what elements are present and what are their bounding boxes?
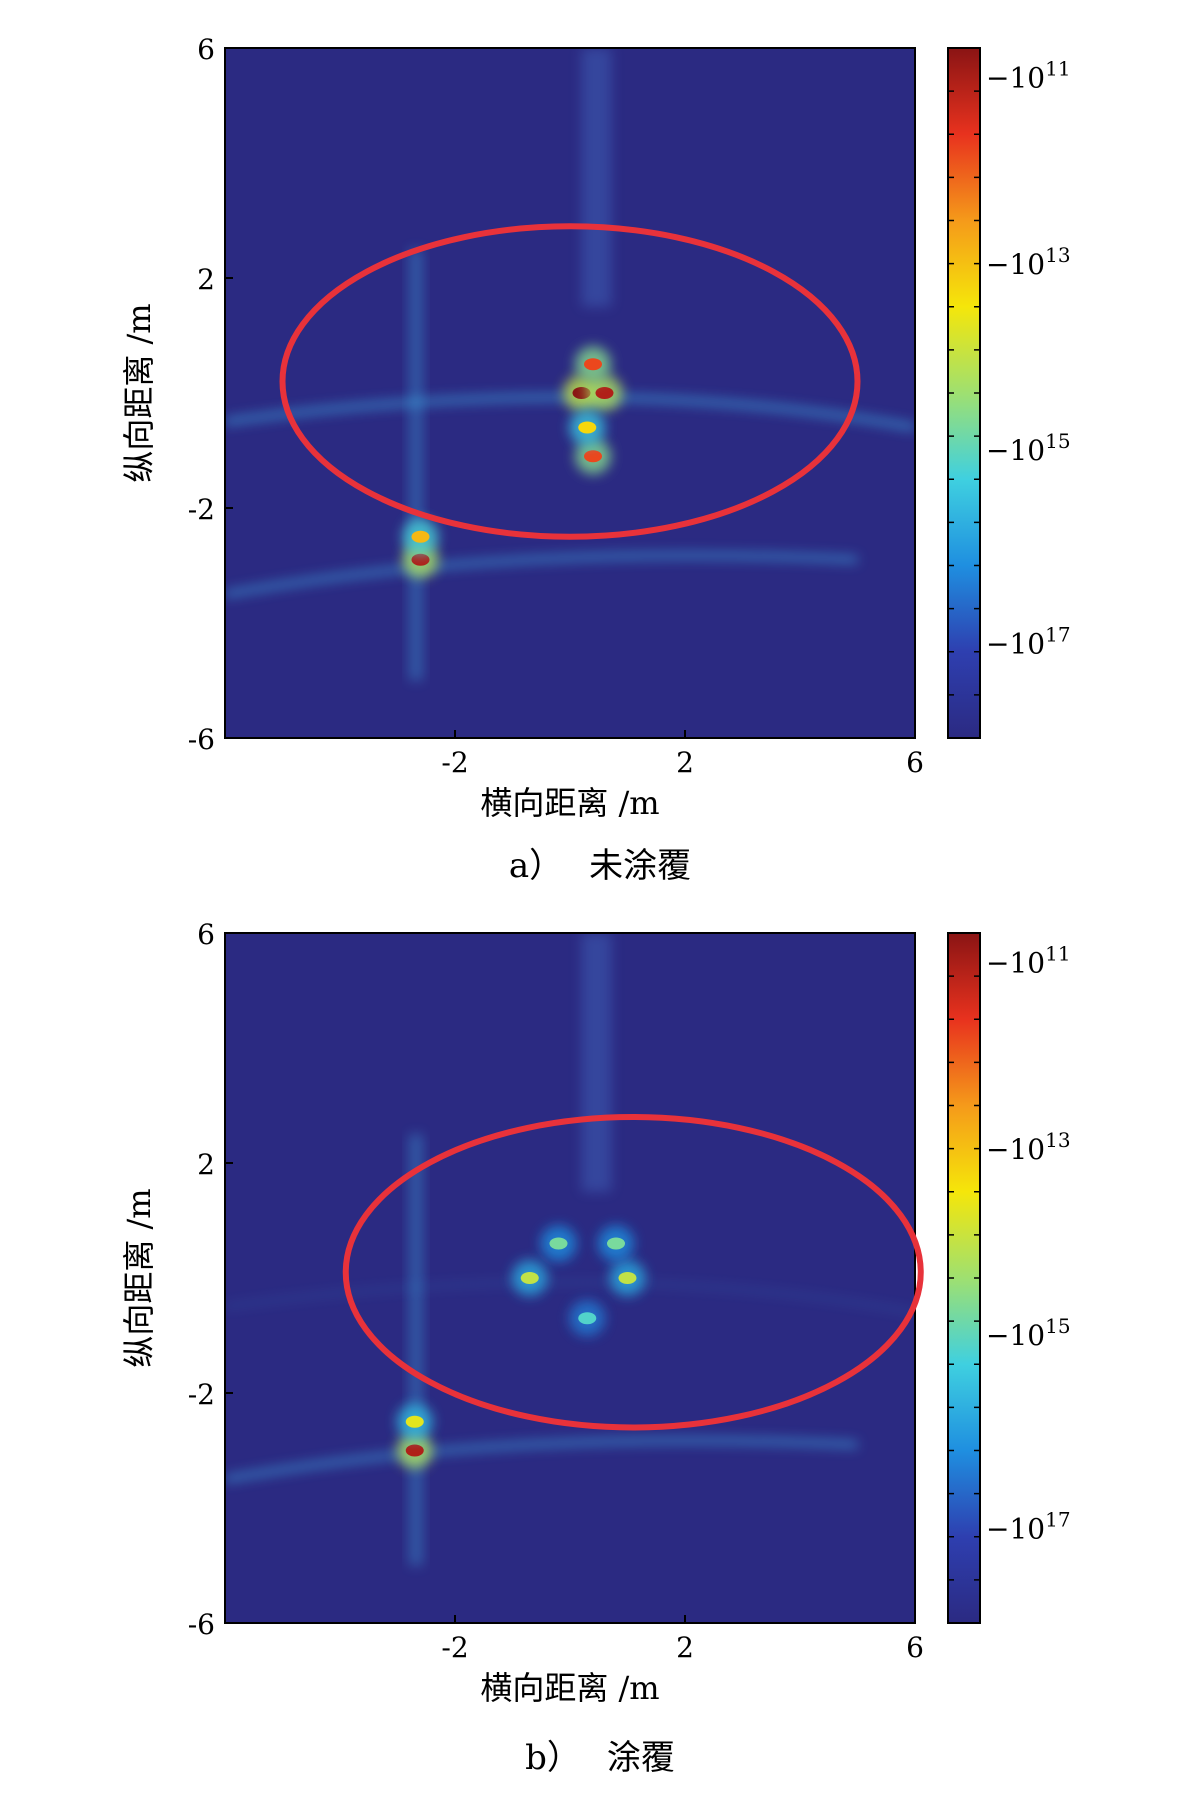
chart-panel-b: -6 -2 2 6 -2 2 6 横向距离 /m 纵向距离 /m −1011 −1013 −1015 −…: [0, 885, 1200, 1800]
colorbar-label: −1015: [986, 1314, 1071, 1352]
y-tick-label: 6: [197, 33, 215, 66]
vertical-streak-center: [581, 48, 612, 307]
hotspot-6: [411, 530, 430, 543]
y-tick-label: -2: [188, 1378, 215, 1411]
panel-label-b: b）: [525, 1738, 581, 1778]
hotspot-1: [618, 1272, 637, 1284]
hotspot-4: [578, 1312, 597, 1325]
colorbar-label: −1017: [986, 622, 1071, 660]
hotspot-1: [595, 387, 614, 399]
y-tick-label: 6: [197, 918, 215, 951]
x-axis-label: 横向距离 /m: [480, 1669, 659, 1707]
y-tick-label: -2: [188, 493, 215, 526]
panel-title-a: 未涂覆: [589, 846, 692, 886]
hotspot-5: [411, 553, 430, 566]
x-tick-label: -2: [441, 1631, 468, 1664]
highlight-ellipse: [279, 223, 861, 540]
colorbar-label: −1011: [986, 942, 1071, 980]
arc-streak-lower: [225, 1436, 858, 1483]
colorbar-label: −1017: [986, 1507, 1071, 1545]
hotspot-4: [578, 421, 597, 434]
highlight-ellipse: [342, 1114, 924, 1431]
plot-frame: [224, 47, 916, 739]
hotspot-2: [584, 358, 602, 371]
heatmap-field: [225, 48, 915, 681]
y-tick-label: 2: [197, 1148, 215, 1181]
colorbar-label: −1011: [986, 57, 1071, 95]
hotspot-6: [405, 1415, 424, 1428]
caption-b: b） 涂覆: [0, 1730, 1200, 1779]
colorbar-label: −1013: [986, 243, 1071, 281]
heatmap-chart-b: -6 -2 2 6 -2 2 6 横向距离 /m 纵向距离 /m −1011 −1013 −1015 −…: [120, 918, 1071, 1707]
y-tick-label: 2: [197, 263, 215, 296]
y-axis-label: 纵向距离 /m: [120, 303, 158, 482]
panel-label-a: a）: [508, 846, 564, 886]
hotspot-0: [520, 1272, 539, 1284]
hotspot-3: [584, 450, 602, 463]
chart-panel-a: -6 -2 2 6 -2 2 6 横向距离 /m 纵向距离 /m −1011 −1013 −1015 −…: [0, 33, 1200, 887]
x-axis-label: 横向距离 /m: [480, 784, 659, 820]
y-tick-label: -6: [188, 723, 215, 756]
hotspot-2: [549, 1237, 568, 1250]
x-tick-label: 6: [906, 1631, 924, 1664]
hotspot-3: [607, 1237, 625, 1250]
heatmap-field: [225, 933, 915, 1566]
plot-area: [225, 933, 915, 1623]
vertical-streak-left: [409, 1134, 423, 1566]
arc-streak-main: [225, 1280, 915, 1314]
colorbar-label: −1015: [986, 429, 1071, 467]
hotspot-5: [405, 1444, 424, 1457]
colorbar-label: −1013: [986, 1128, 1071, 1166]
vertical-streak-center: [581, 933, 612, 1192]
vertical-streak-left: [409, 249, 423, 681]
panel-title-b: 涂覆: [606, 1738, 675, 1778]
arc-streak-lower: [225, 551, 858, 598]
plot-frame: [224, 932, 916, 1624]
x-tick-label: -2: [441, 746, 468, 779]
y-tick-label: -6: [188, 1608, 215, 1641]
hotspot-0: [572, 387, 591, 399]
x-tick-label: 2: [676, 1631, 694, 1664]
x-tick-label: 6: [906, 746, 924, 779]
x-tick-label: 2: [676, 746, 694, 779]
heatmap-chart-a: -6 -2 2 6 -2 2 6 横向距离 /m 纵向距离 /m −1011 −1013 −1015 −…: [120, 33, 1071, 822]
y-axis-label: 纵向距离 /m: [120, 1188, 158, 1367]
caption-a: a） 未涂覆: [0, 838, 1200, 887]
